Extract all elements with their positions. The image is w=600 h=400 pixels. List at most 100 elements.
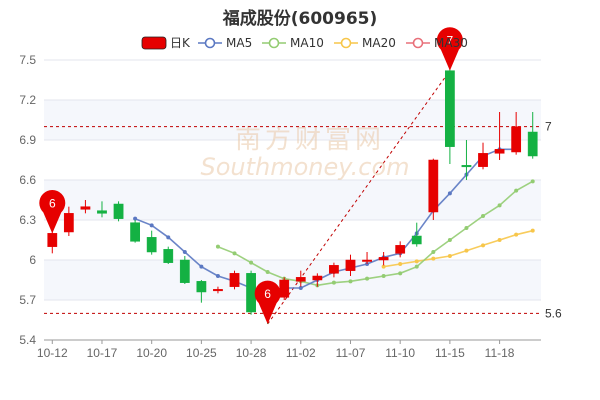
ma10-point — [381, 274, 386, 278]
ma5-point — [182, 250, 187, 254]
ma20-line — [383, 229, 533, 268]
watermark-cn: 南方财富网 — [235, 125, 385, 155]
ma10-point — [348, 279, 353, 284]
candle-body — [362, 259, 372, 262]
watermark-en: Southmoney.com — [200, 153, 409, 181]
candle-body — [279, 279, 290, 298]
candle-body — [63, 213, 74, 233]
ma10-point — [249, 260, 254, 265]
ma20-point — [398, 262, 403, 266]
ma10-point — [530, 179, 535, 184]
x-tick-label: 10-28 — [236, 346, 267, 360]
ma10-point — [514, 188, 519, 193]
y-tick-label: 5.7 — [19, 293, 36, 307]
legend-marker-ma30[interactable] — [412, 37, 424, 49]
pin-marker — [39, 189, 66, 234]
legend-marker-ma10[interactable] — [268, 37, 280, 49]
ma10-point — [398, 271, 403, 276]
ma20-point — [481, 243, 486, 248]
ma5-point — [166, 235, 171, 240]
y-tick-label: 6.9 — [19, 133, 36, 147]
x-tick-label: 11-02 — [286, 346, 316, 360]
candle-body — [411, 235, 422, 245]
x-tick-label: 11-15 — [435, 346, 465, 360]
x-tick-label: 10-12 — [37, 346, 68, 360]
legend-swatch-dayk[interactable] — [141, 36, 167, 50]
candle-body — [395, 245, 406, 254]
ma20-point — [530, 228, 535, 233]
y-tick-label: 7.5 — [19, 53, 36, 67]
trend-line — [267, 70, 451, 325]
candle-body — [494, 149, 505, 154]
candle-body — [130, 222, 141, 242]
pin-marker — [436, 27, 463, 71]
ma5-point — [149, 223, 154, 228]
y-tick-label: 7.2 — [19, 93, 36, 107]
ma10-point — [232, 251, 237, 256]
ma10-point — [497, 203, 502, 208]
pin-label: 6 — [264, 287, 271, 301]
x-tick-label: 11-18 — [485, 346, 515, 360]
ma20-point — [497, 238, 502, 242]
ma5-point — [447, 191, 452, 196]
candle-body — [295, 277, 306, 282]
candle-body — [229, 273, 240, 287]
legend-label[interactable]: MA10 — [290, 36, 324, 50]
legend-marker-ma20[interactable] — [340, 37, 352, 49]
ma10-point — [447, 238, 452, 242]
x-tick-label: 10-25 — [186, 346, 217, 360]
legend-marker-ma5[interactable] — [204, 37, 216, 49]
reference-line-label: 7 — [545, 120, 552, 134]
x-tick-label: 10-17 — [87, 346, 118, 360]
ma20-point — [431, 256, 436, 261]
ma10-point — [265, 270, 270, 274]
candle-body — [80, 206, 91, 210]
ma5-point — [133, 216, 138, 221]
ma10-point — [414, 264, 419, 269]
ma20-point — [414, 259, 419, 264]
x-tick-label: 10-20 — [136, 346, 167, 360]
ma5-point — [215, 274, 220, 278]
ma20-point — [381, 264, 386, 269]
legend-label[interactable]: MA5 — [226, 36, 252, 50]
candle-body — [196, 281, 207, 293]
chart-title: 福成股份(600965) — [222, 9, 378, 29]
x-tick-label: 11-10 — [385, 346, 415, 360]
candle-body — [511, 126, 522, 153]
candle-body — [444, 70, 455, 147]
legend-label[interactable]: 日K — [170, 36, 191, 50]
x-tick-label: 11-07 — [336, 346, 366, 360]
grid-band — [44, 180, 541, 220]
pin-marker — [254, 280, 281, 324]
grid-band — [44, 100, 541, 140]
legend-label[interactable]: MA30 — [434, 36, 468, 50]
ma10-point — [431, 250, 436, 254]
candle-body — [378, 257, 389, 261]
candle-body — [163, 249, 174, 263]
candle-body — [146, 237, 157, 253]
ma5-point — [298, 286, 303, 290]
ma10-point — [365, 276, 370, 281]
ma10-line — [217, 180, 534, 287]
reference-line-label: 5.6 — [545, 306, 562, 320]
ma5-point — [199, 264, 204, 269]
candle-body — [213, 289, 223, 292]
candle-body — [113, 203, 124, 219]
candle-body — [345, 259, 356, 271]
y-tick-label: 6.6 — [19, 173, 36, 187]
ma20-point — [514, 232, 519, 237]
ma5-line — [134, 148, 517, 292]
pin-label: 7 — [447, 34, 454, 48]
ma20-point — [464, 248, 469, 253]
legend-label[interactable]: MA20 — [362, 36, 396, 50]
ma10-point — [331, 280, 336, 285]
candle-body — [312, 275, 323, 281]
pin-label: 6 — [49, 196, 56, 210]
ma10-point — [215, 244, 220, 249]
candle-body — [461, 165, 472, 168]
ma10-point — [464, 226, 469, 230]
y-tick-label: 6.3 — [19, 213, 36, 227]
candle-body — [97, 210, 107, 214]
